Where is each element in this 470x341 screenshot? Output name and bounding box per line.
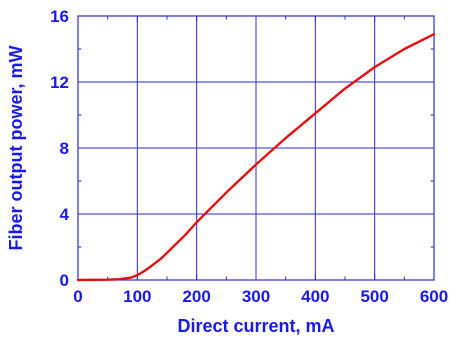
- x-tick-label: 300: [242, 287, 270, 306]
- x-tick-label: 400: [301, 287, 329, 306]
- series-layer: [76, 32, 436, 282]
- plot-area-frame: [77, 15, 435, 281]
- y-tick-label: 8: [60, 139, 69, 158]
- y-tick-labels: 0 4 8 12 16: [50, 7, 69, 290]
- series-line: [76, 32, 436, 282]
- x-tick-label: 0: [73, 287, 82, 306]
- x-tick-label: 600: [420, 287, 448, 306]
- grid: [78, 16, 434, 280]
- y-axis-title: Fiber output power, mW: [6, 46, 26, 251]
- x-axis-title: Direct current, mA: [177, 316, 334, 336]
- y-tick-label: 4: [60, 205, 70, 224]
- y-tick-label: 12: [50, 73, 69, 92]
- y-tick-label: 16: [50, 7, 69, 26]
- x-tick-label: 500: [360, 287, 388, 306]
- x-tick-labels: 0 100 200 300 400 500 600: [73, 287, 448, 306]
- x-tick-label: 200: [182, 287, 210, 306]
- y-tick-label: 0: [60, 271, 69, 290]
- x-tick-label: 100: [123, 287, 151, 306]
